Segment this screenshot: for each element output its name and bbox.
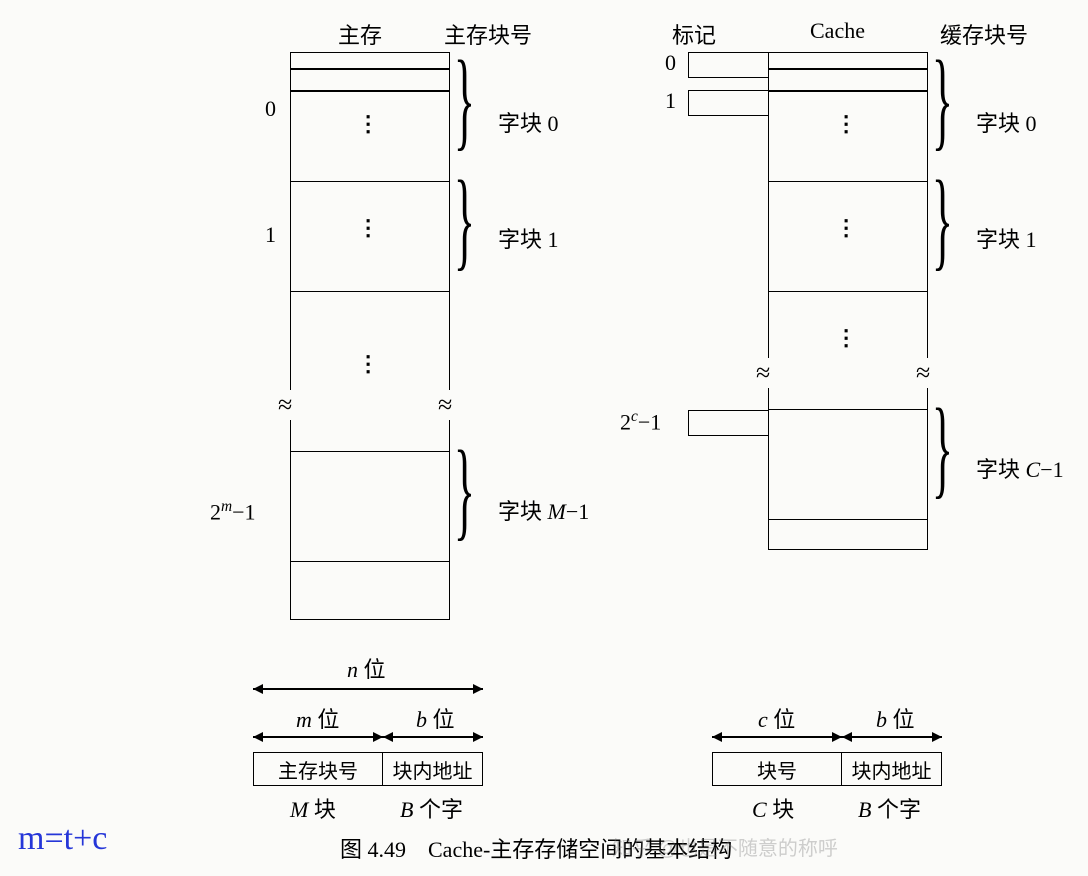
cache-tag-0 [688,52,768,78]
addr-main-cell-right: 块内地址 [383,752,483,786]
cache-bracelabel-1: 字块 1 [976,222,1037,254]
mainmem-header-left: 主存 [338,18,382,50]
cache-block-last [768,410,928,520]
cache-wordline-0a [768,68,928,70]
mainmem-wordline-0a [290,68,450,70]
addr-cache-below-right: B 个字 [858,792,921,824]
cache-tagnum-0: 0 [665,50,676,76]
cache-block-gap [768,292,928,410]
mainmem-approx-l: ≈ [278,390,292,420]
cache-brace-1: } [932,156,953,283]
mainmem-block-last [290,452,450,562]
addr-main-n: n 位 [347,652,386,684]
cache-brace-0: } [932,36,953,163]
mainmem-brace-last: } [454,426,475,553]
addr-main-m: m 位 [296,702,339,734]
cache-bracelabel-0: 字块 0 [976,106,1037,138]
cache-brace-last: } [932,384,953,511]
mainmem-brace-1: } [454,156,475,283]
mainmem-vdots-1: ⋮ [365,216,372,239]
mainmem-bracelabel-1: 字块 1 [498,222,559,254]
addr-cache-below-left: C 块 [752,792,794,824]
mainmem-rownum-0: 0 [265,96,276,122]
addr-cache-cell-left: 块号 [712,752,842,786]
cache-tag-last [688,410,768,436]
addr-main-m-arrow [253,736,383,738]
cache-vdots-1: ⋮ [843,216,850,239]
addr-cache-b-arrow [842,736,942,738]
mainmem-bracelabel-0: 字块 0 [498,106,559,138]
cache-vdots-2: ⋮ [843,326,850,349]
cache-block-extra [768,520,928,550]
handwritten-annotation: m=t+c [18,820,107,858]
mainmem-rownum-1: 1 [265,222,276,248]
mainmem-bracelabel-last: 字块 M−1 [498,494,589,526]
addr-cache-cell-right: 块内地址 [842,752,942,786]
mainmem-rownum-last: 2m−1 [210,498,256,525]
cache-tag-1 [688,90,768,116]
cache-bracelabel-last: 字块 C−1 [976,452,1064,484]
mainmem-block-extra [290,562,450,620]
mainmem-vdots-0: ⋮ [365,112,372,135]
cache-tagnum-last: 2c−1 [620,408,661,435]
cache-approx-r: ≈ [916,358,930,388]
addr-main-below-left: M 块 [290,792,336,824]
watermark-text: 知乎 @也是不随意的称呼 [612,832,838,861]
cache-tagnum-1: 1 [665,88,676,114]
mainmem-brace-0: } [454,36,475,163]
cache-wordline-0b [768,90,928,92]
mainmem-vdots-2: ⋮ [365,352,372,375]
addr-main-cell-left: 主存块号 [253,752,383,786]
addr-main-below-right: B 个字 [400,792,463,824]
cache-header-right: 缓存块号 [940,18,1028,50]
addr-main-n-arrow [253,688,483,690]
diagram-root: 主存 主存块号 ⋮ 0 } 字块 0 ⋮ 1 } 字块 1 ⋮ ≈ ≈ 2m−1… [0,0,1088,876]
addr-cache-b: b 位 [876,702,915,734]
addr-cache-c: c 位 [758,702,795,734]
cache-header-mid: Cache [810,18,865,44]
cache-vdots-0: ⋮ [843,112,850,135]
addr-main-b-arrow [383,736,483,738]
cache-header-left: 标记 [672,18,716,50]
addr-cache-c-arrow [712,736,842,738]
cache-approx-l: ≈ [756,358,770,388]
mainmem-approx-r: ≈ [438,390,452,420]
mainmem-wordline-0b [290,90,450,92]
addr-main-b: b 位 [416,702,455,734]
